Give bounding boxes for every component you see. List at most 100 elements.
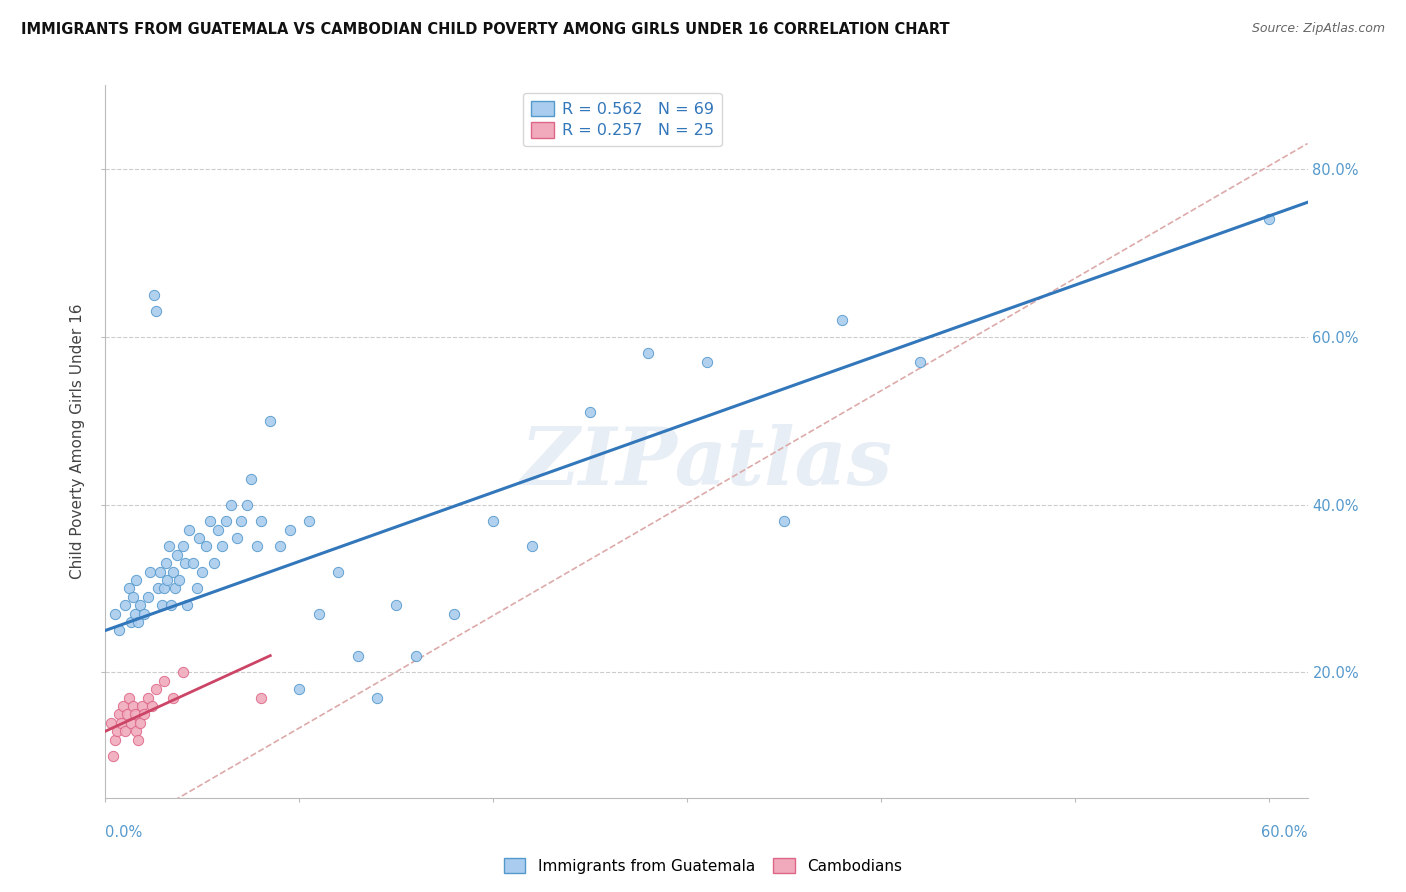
Point xyxy=(773,514,796,528)
Point xyxy=(114,599,136,613)
Point xyxy=(131,698,153,713)
Point xyxy=(125,573,148,587)
Point xyxy=(127,615,149,629)
Point xyxy=(136,690,159,705)
Point xyxy=(908,355,931,369)
Point xyxy=(385,599,408,613)
Point xyxy=(308,607,330,621)
Point xyxy=(166,548,188,562)
Legend: Immigrants from Guatemala, Cambodians: Immigrants from Guatemala, Cambodians xyxy=(498,852,908,880)
Point xyxy=(159,540,181,554)
Point xyxy=(104,607,127,621)
Point xyxy=(288,682,311,697)
Point xyxy=(155,556,177,570)
Y-axis label: Child Poverty Among Girls Under 16: Child Poverty Among Girls Under 16 xyxy=(70,304,86,579)
Point xyxy=(249,514,271,528)
Point xyxy=(134,607,156,621)
Text: IMMIGRANTS FROM GUATEMALA VS CAMBODIAN CHILD POVERTY AMONG GIRLS UNDER 16 CORREL: IMMIGRANTS FROM GUATEMALA VS CAMBODIAN C… xyxy=(21,22,949,37)
Point xyxy=(177,523,200,537)
Point xyxy=(482,514,505,528)
Point xyxy=(696,355,718,369)
Point xyxy=(211,540,233,554)
Point xyxy=(520,540,543,554)
Point xyxy=(195,540,218,554)
Point xyxy=(152,673,174,688)
Point xyxy=(236,498,259,512)
Point xyxy=(326,565,349,579)
Point xyxy=(127,732,149,747)
Point xyxy=(162,690,184,705)
Point xyxy=(207,523,229,537)
Point xyxy=(249,690,271,705)
Point xyxy=(125,724,148,739)
Point xyxy=(156,573,179,587)
Point xyxy=(298,514,321,528)
Point xyxy=(221,498,243,512)
Text: ZIPatlas: ZIPatlas xyxy=(520,425,893,501)
Point xyxy=(120,715,142,730)
Point xyxy=(191,565,214,579)
Point xyxy=(181,556,204,570)
Point xyxy=(142,287,165,301)
Point xyxy=(165,582,187,596)
Point xyxy=(1257,212,1279,227)
Point xyxy=(405,648,427,663)
Point xyxy=(226,531,249,545)
Point xyxy=(160,599,183,613)
Point xyxy=(443,607,465,621)
Point xyxy=(152,582,174,596)
Point xyxy=(105,724,128,739)
Point xyxy=(198,514,221,528)
Point xyxy=(202,556,225,570)
Point xyxy=(145,304,167,318)
Point xyxy=(121,698,143,713)
Point xyxy=(100,715,122,730)
Point xyxy=(172,540,194,554)
Point xyxy=(259,413,281,427)
Point xyxy=(172,665,194,680)
Point xyxy=(108,707,131,722)
Point xyxy=(187,531,209,545)
Point xyxy=(579,405,602,419)
Point xyxy=(246,540,269,554)
Point xyxy=(141,698,163,713)
Point xyxy=(366,690,388,705)
Point xyxy=(174,556,197,570)
Point xyxy=(124,707,146,722)
Point xyxy=(120,615,142,629)
Point xyxy=(162,565,184,579)
Point xyxy=(134,707,156,722)
Point xyxy=(139,565,162,579)
Point xyxy=(136,590,159,604)
Point xyxy=(214,514,236,528)
Text: 0.0%: 0.0% xyxy=(105,825,142,839)
Point xyxy=(115,707,138,722)
Point xyxy=(186,582,208,596)
Point xyxy=(104,732,127,747)
Point xyxy=(121,590,143,604)
Legend: R = 0.562   N = 69, R = 0.257   N = 25: R = 0.562 N = 69, R = 0.257 N = 25 xyxy=(523,93,721,146)
Point xyxy=(278,523,301,537)
Point xyxy=(146,582,169,596)
Text: 60.0%: 60.0% xyxy=(1261,825,1308,839)
Point xyxy=(118,690,141,705)
Point xyxy=(150,599,173,613)
Point xyxy=(269,540,291,554)
Point xyxy=(114,724,136,739)
Point xyxy=(129,715,152,730)
Text: Source: ZipAtlas.com: Source: ZipAtlas.com xyxy=(1251,22,1385,36)
Point xyxy=(231,514,253,528)
Point xyxy=(346,648,368,663)
Point xyxy=(149,565,172,579)
Point xyxy=(118,582,141,596)
Point xyxy=(108,624,131,638)
Point xyxy=(129,599,152,613)
Point xyxy=(176,599,198,613)
Point xyxy=(110,715,132,730)
Point xyxy=(111,698,134,713)
Point xyxy=(145,682,167,697)
Point xyxy=(124,607,146,621)
Point xyxy=(103,749,125,764)
Point xyxy=(167,573,190,587)
Point xyxy=(637,346,659,360)
